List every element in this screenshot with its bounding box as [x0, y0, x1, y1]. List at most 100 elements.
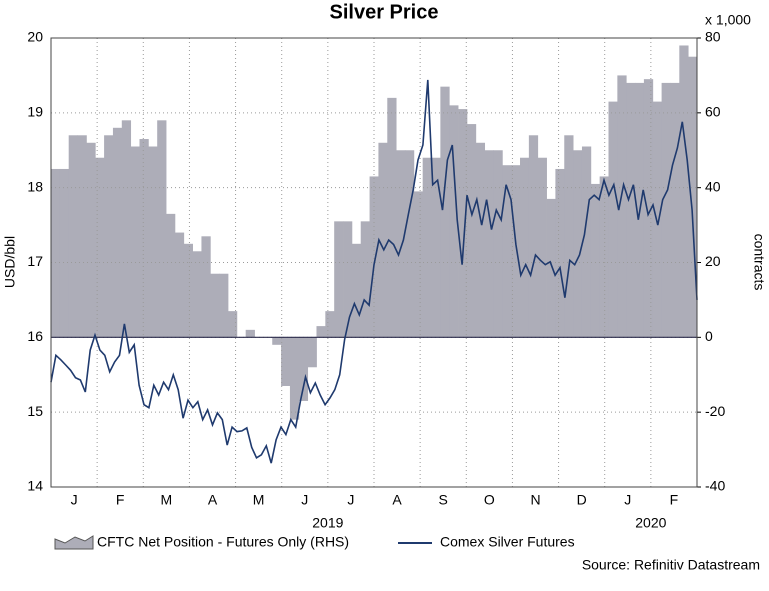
area-step [626, 82, 636, 338]
area-step [581, 146, 592, 338]
y2-tick-label: 0 [705, 328, 713, 344]
x-tick-label: D [577, 492, 587, 508]
area-step [458, 109, 468, 338]
area-step [555, 168, 565, 338]
area-step [316, 326, 326, 338]
area-step [378, 142, 388, 338]
area-step [307, 337, 317, 368]
area-step [661, 82, 671, 338]
y-tick-label: 16 [27, 328, 43, 344]
x-tick-label: J [347, 492, 354, 508]
area-step [670, 82, 680, 338]
area-step [573, 150, 583, 338]
y-tick-label: 18 [27, 178, 43, 194]
y-tick-label: 14 [27, 478, 43, 494]
area-step [360, 221, 370, 338]
area-step [422, 157, 432, 338]
area-step [192, 251, 202, 338]
y-tick-label: 15 [27, 403, 43, 419]
y2-tick-label: 80 [705, 29, 721, 45]
area-step [449, 105, 459, 338]
area-step [130, 146, 140, 338]
x-tick-label: J [624, 492, 631, 508]
area-step [599, 176, 609, 338]
area-step [484, 150, 494, 338]
area-step [281, 337, 291, 386]
area-step [166, 213, 176, 338]
area-step [387, 97, 397, 338]
area-step [440, 86, 450, 338]
area-step [511, 165, 521, 338]
plot-frame [50, 37, 698, 488]
x-tick-label: N [530, 492, 540, 508]
area-step [537, 157, 547, 338]
year-label: 2019 [312, 515, 343, 531]
area-step [245, 329, 255, 338]
source: Source: Refinitiv Datastream [582, 557, 760, 573]
area-step [183, 243, 193, 338]
area-step [298, 337, 309, 401]
y2-tick-label: -20 [705, 403, 725, 419]
legend-label: CFTC Net Position - Futures Only (RHS) [97, 534, 349, 550]
x-tick-label: F [670, 492, 679, 508]
x-tick-label: F [116, 492, 125, 508]
area-step [643, 79, 654, 338]
area-step [564, 135, 574, 338]
area-step [121, 120, 132, 338]
area-step [77, 135, 87, 338]
area-step [520, 157, 530, 338]
area-step [112, 127, 123, 338]
area-step [289, 337, 300, 420]
area-step [104, 135, 114, 338]
year-label: 2020 [635, 515, 666, 531]
y2-tick-label: 60 [705, 104, 721, 120]
area-step [546, 198, 556, 338]
area-step [688, 56, 698, 338]
area-step [68, 135, 78, 338]
area-step [652, 101, 663, 338]
area-step [95, 157, 105, 338]
y2-unit: x 1,000 [705, 12, 751, 28]
area-step [174, 232, 185, 338]
legend-label: Comex Silver Futures [440, 534, 575, 550]
area-step [679, 45, 689, 338]
area-step [201, 236, 211, 338]
area-step [219, 273, 229, 338]
area-step [608, 101, 618, 338]
x-tick-label: M [161, 492, 173, 508]
x-tick-label: J [301, 492, 308, 508]
x-tick-label: J [71, 492, 78, 508]
area-step [210, 273, 220, 338]
y2-tick-label: -40 [705, 478, 725, 494]
area-step [404, 150, 415, 338]
line [50, 79, 698, 464]
area-step [325, 311, 335, 338]
area-step [528, 135, 539, 338]
area-step [272, 337, 282, 345]
y2-axis-label: contracts [751, 234, 767, 291]
area-step [413, 191, 424, 338]
area-step [590, 183, 601, 338]
area-layer [51, 45, 698, 420]
chart-title: Silver Price [330, 1, 439, 23]
area-step [59, 168, 70, 338]
legend-area-icon [54, 535, 94, 550]
y-tick-label: 19 [27, 104, 43, 120]
x-tick-label: S [439, 492, 448, 508]
area-step [351, 243, 362, 338]
area-step [51, 168, 61, 338]
area-step [431, 157, 441, 338]
area-step [139, 139, 149, 338]
area-step [493, 150, 503, 338]
area-step [502, 165, 512, 338]
x-tick-label: A [392, 492, 402, 508]
x-tick-label: A [208, 492, 218, 508]
y-tick-label: 17 [27, 253, 43, 269]
y-tick-label: 20 [27, 29, 43, 45]
area-step [396, 150, 406, 338]
area-step [86, 142, 96, 338]
area-step [157, 120, 167, 338]
y-axis-label: USD/bbl [2, 236, 18, 288]
